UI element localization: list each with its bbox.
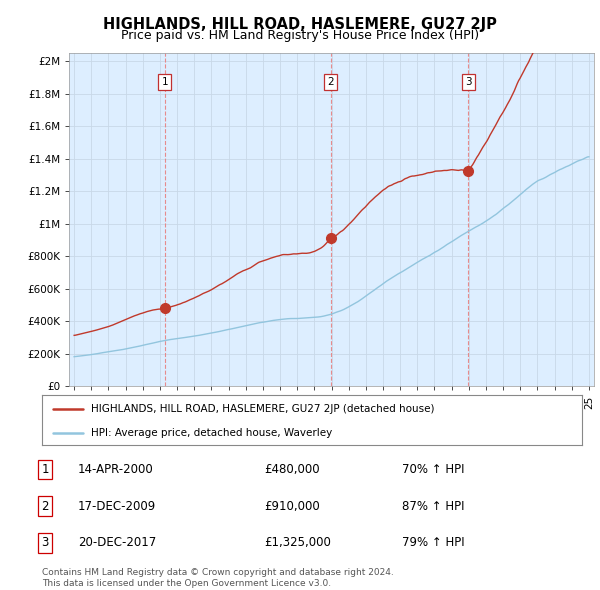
Text: 3: 3 [465, 77, 472, 87]
Text: 1: 1 [161, 77, 168, 87]
Text: 2: 2 [41, 500, 49, 513]
Text: HIGHLANDS, HILL ROAD, HASLEMERE, GU27 2JP (detached house): HIGHLANDS, HILL ROAD, HASLEMERE, GU27 2J… [91, 404, 434, 414]
Text: 79% ↑ HPI: 79% ↑ HPI [402, 536, 464, 549]
Text: 17-DEC-2009: 17-DEC-2009 [78, 500, 156, 513]
Text: 14-APR-2000: 14-APR-2000 [78, 463, 154, 476]
Text: £910,000: £910,000 [264, 500, 320, 513]
Text: Price paid vs. HM Land Registry's House Price Index (HPI): Price paid vs. HM Land Registry's House … [121, 30, 479, 42]
Text: HPI: Average price, detached house, Waverley: HPI: Average price, detached house, Wave… [91, 428, 332, 438]
Text: 2: 2 [328, 77, 334, 87]
Text: 20-DEC-2017: 20-DEC-2017 [78, 536, 156, 549]
Text: 3: 3 [41, 536, 49, 549]
Text: £1,325,000: £1,325,000 [264, 536, 331, 549]
Text: 87% ↑ HPI: 87% ↑ HPI [402, 500, 464, 513]
Text: £480,000: £480,000 [264, 463, 320, 476]
Text: 70% ↑ HPI: 70% ↑ HPI [402, 463, 464, 476]
Text: Contains HM Land Registry data © Crown copyright and database right 2024.
This d: Contains HM Land Registry data © Crown c… [42, 568, 394, 588]
Text: HIGHLANDS, HILL ROAD, HASLEMERE, GU27 2JP: HIGHLANDS, HILL ROAD, HASLEMERE, GU27 2J… [103, 17, 497, 31]
Text: 1: 1 [41, 463, 49, 476]
